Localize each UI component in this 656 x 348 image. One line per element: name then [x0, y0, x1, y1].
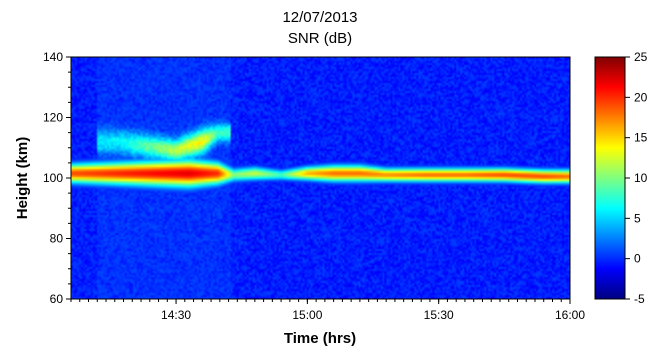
y-axis-label: Height (km)	[14, 137, 31, 220]
x-tick-label: 14:30	[161, 308, 191, 322]
x-axis-label: Time (hrs)	[284, 330, 356, 347]
heatmap-plot-area	[71, 57, 570, 299]
colorbar-tick-label: 5	[634, 211, 641, 225]
colorbar-tick-label: 0	[634, 252, 641, 266]
x-tick-label: 15:00	[292, 308, 322, 322]
colorbar: -5 0 5 10 15 20 25	[594, 50, 648, 306]
snr-heatmap	[71, 57, 570, 299]
colorbar-tick-label: 20	[634, 90, 648, 104]
chart-title: 12/07/2013	[282, 9, 357, 26]
y-axis: 60 80 100 120 140	[43, 50, 71, 306]
y-tick-label: 100	[43, 171, 63, 185]
colorbar-tick-label: 10	[634, 171, 648, 185]
y-tick-label: 60	[50, 292, 64, 306]
colorbar-ticks: -5 0 5 10 15 20 25	[625, 50, 648, 306]
y-tick-label: 140	[43, 50, 63, 64]
colorbar-tick-label: -5	[634, 292, 645, 306]
colorbar-gradient	[594, 56, 626, 300]
x-axis: 14:30 15:00 15:30 16:00	[70, 299, 585, 322]
x-tick-label: 15:30	[424, 308, 454, 322]
colorbar-tick-label: 15	[634, 131, 648, 145]
y-tick-label: 80	[50, 232, 64, 246]
chart-subtitle: SNR (dB)	[288, 30, 352, 47]
x-tick-label: 16:00	[555, 308, 585, 322]
y-tick-label: 120	[43, 111, 63, 125]
colorbar-tick-label: 25	[634, 50, 648, 64]
